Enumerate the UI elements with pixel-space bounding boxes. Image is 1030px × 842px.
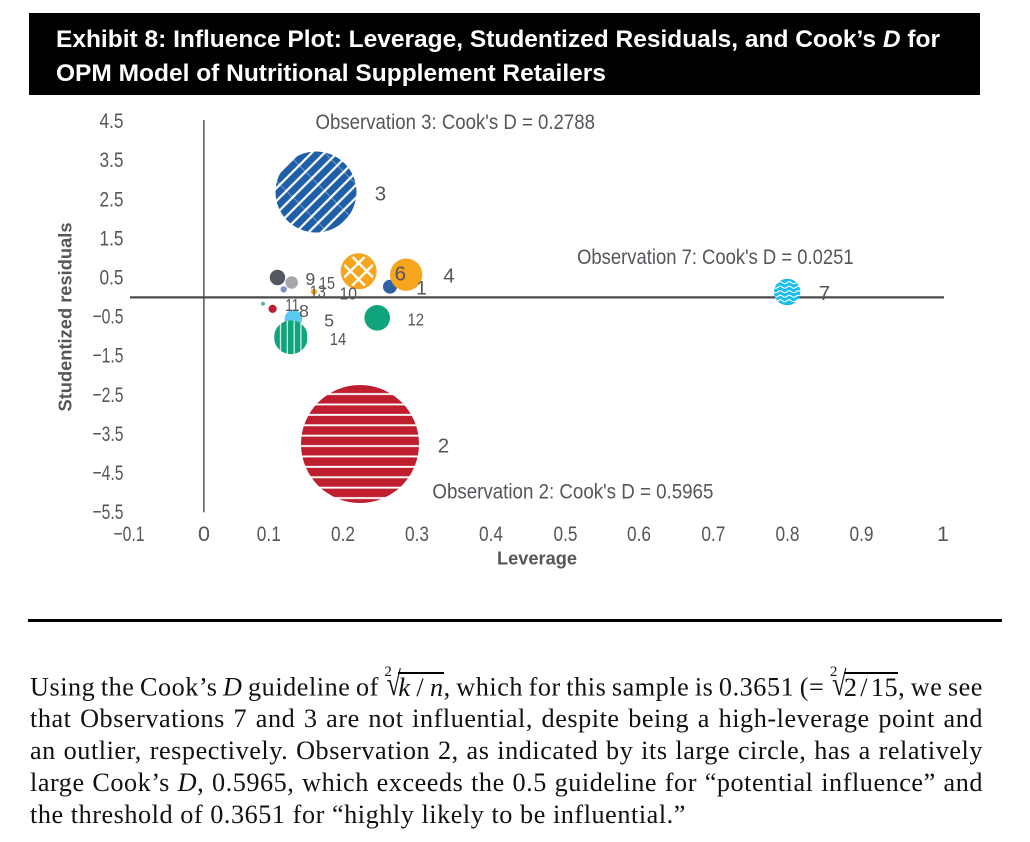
svg-text:−5.5: −5.5 xyxy=(93,500,124,524)
svg-text:−0.5: −0.5 xyxy=(93,305,124,329)
svg-text:4: 4 xyxy=(443,265,454,288)
svg-text:11: 11 xyxy=(285,295,299,315)
svg-text:13: 13 xyxy=(310,282,326,302)
svg-text:−0.1: −0.1 xyxy=(114,522,145,546)
svg-text:0.1: 0.1 xyxy=(257,522,281,546)
svg-text:Observation 2: Cook's D = 0.59: Observation 2: Cook's D = 0.5965 xyxy=(432,480,713,504)
svg-text:0.2: 0.2 xyxy=(331,522,355,546)
svg-text:5: 5 xyxy=(324,311,334,331)
svg-text:Studentized residuals: Studentized residuals xyxy=(55,223,76,412)
svg-text:−4.5: −4.5 xyxy=(93,461,124,485)
svg-text:0.3: 0.3 xyxy=(405,522,429,546)
svg-text:Observation 7: Cook's D = 0.02: Observation 7: Cook's D = 0.0251 xyxy=(577,245,854,269)
svg-text:Leverage: Leverage xyxy=(497,548,577,569)
svg-text:0.7: 0.7 xyxy=(701,522,725,546)
svg-text:7: 7 xyxy=(819,282,830,305)
svg-text:9: 9 xyxy=(305,269,315,289)
svg-text:−3.5: −3.5 xyxy=(93,422,124,446)
svg-text:−2.5: −2.5 xyxy=(93,383,124,407)
svg-text:0.5: 0.5 xyxy=(554,522,578,546)
svg-text:−1.5: −1.5 xyxy=(93,344,124,368)
svg-text:1.5: 1.5 xyxy=(100,226,124,250)
svg-text:6: 6 xyxy=(395,263,406,286)
svg-text:2.5: 2.5 xyxy=(100,187,124,211)
svg-text:0.8: 0.8 xyxy=(776,522,800,546)
svg-text:0.9: 0.9 xyxy=(850,522,874,546)
svg-text:12: 12 xyxy=(408,309,425,329)
svg-text:15: 15 xyxy=(319,273,335,293)
svg-text:10: 10 xyxy=(340,283,358,303)
svg-text:4.5: 4.5 xyxy=(100,109,124,133)
svg-text:1: 1 xyxy=(416,278,427,299)
svg-text:Observation 3: Cook's D = 0.27: Observation 3: Cook's D = 0.2788 xyxy=(316,110,596,134)
svg-text:3.5: 3.5 xyxy=(100,148,124,172)
svg-text:0.6: 0.6 xyxy=(627,522,651,546)
svg-text:0.4: 0.4 xyxy=(479,522,503,546)
svg-text:1: 1 xyxy=(937,522,949,546)
svg-text:2: 2 xyxy=(438,434,449,457)
svg-text:14: 14 xyxy=(330,329,347,349)
svg-text:8: 8 xyxy=(299,301,309,321)
svg-text:0.5: 0.5 xyxy=(100,266,124,290)
svg-text:0: 0 xyxy=(198,522,210,546)
svg-text:3: 3 xyxy=(375,182,386,205)
